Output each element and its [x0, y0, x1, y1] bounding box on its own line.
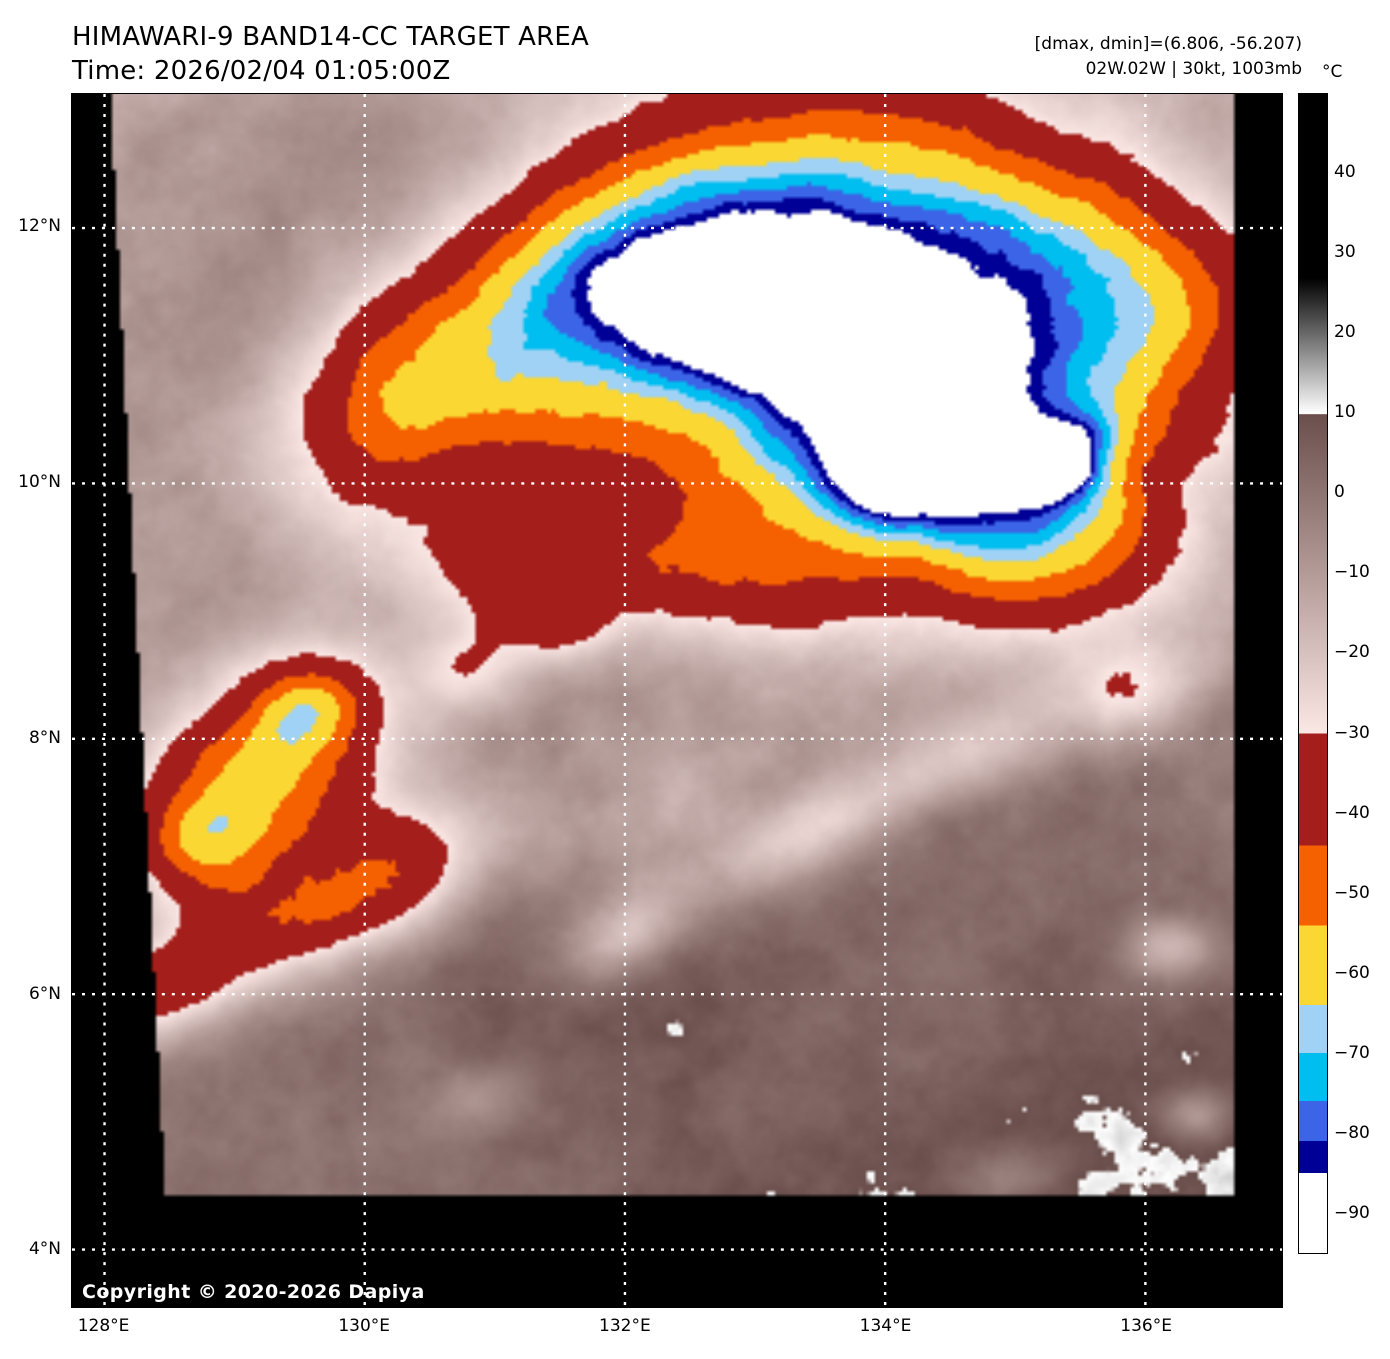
colorbar-tick-9: −50: [1334, 882, 1370, 903]
colorbar-tick-6: −20: [1334, 642, 1370, 663]
copyright-label: Copyright © 2020-2026 Dapiya: [82, 1281, 425, 1303]
dmax-dmin-label: [dmax, dmin]=(6.806, -56.207): [1034, 34, 1302, 54]
x-axis-tick-3: 134°E: [859, 1316, 912, 1336]
colorbar-gradient: [1299, 94, 1327, 1253]
page-title: HIMAWARI-9 BAND14-CC TARGET AREA: [72, 22, 590, 52]
satellite-raster: [72, 94, 1282, 1307]
colorbar-tick-12: −80: [1334, 1122, 1370, 1143]
lat-lon-gridlines: [72, 94, 1282, 1307]
y-axis-tick-4: 4°N: [28, 1239, 61, 1260]
y-axis-tick-2: 8°N: [28, 727, 61, 748]
title-block: HIMAWARI-9 BAND14-CC TARGET AREA Time: 2…: [72, 20, 589, 88]
y-axis-tick-3: 6°N: [28, 983, 61, 1004]
storm-info-label: 02W.02W | 30kt, 1003mb: [1085, 59, 1302, 79]
colorbar-tick-10: −60: [1334, 962, 1370, 983]
colorbar-tick-1: 30: [1334, 242, 1356, 263]
satellite-image-plot: [71, 93, 1283, 1308]
x-axis-tick-0: 128°E: [77, 1316, 130, 1336]
colorbar-tick-5: −10: [1334, 562, 1370, 583]
metadata-block: [dmax, dmin]=(6.806, -56.207) 02W.02W | …: [1035, 32, 1302, 82]
timestamp-label: Time: 2026/02/04 01:05:00Z: [72, 56, 451, 86]
colorbar-tick-7: −30: [1334, 722, 1370, 743]
ir-brightness-temperature-raster: [72, 94, 1282, 1307]
x-axis-tick-4: 136°E: [1120, 1316, 1172, 1336]
y-axis-tick-1: 10°N: [18, 472, 61, 493]
x-axis-tick-1: 130°E: [338, 1316, 391, 1336]
colorbar-tick-0: 40: [1334, 162, 1356, 183]
colorbar-tick-8: −40: [1334, 802, 1370, 823]
colorbar-tick-3: 10: [1334, 402, 1356, 423]
colorbar-unit-label: °C: [1322, 62, 1343, 82]
colorbar: [1298, 93, 1328, 1254]
x-axis-tick-2: 132°E: [599, 1316, 651, 1336]
colorbar-tick-11: −70: [1334, 1042, 1370, 1063]
colorbar-tick-13: −90: [1334, 1202, 1370, 1223]
y-axis-tick-0: 12°N: [18, 216, 61, 237]
colorbar-tick-2: 20: [1334, 322, 1356, 343]
colorbar-tick-4: 0: [1334, 482, 1345, 503]
